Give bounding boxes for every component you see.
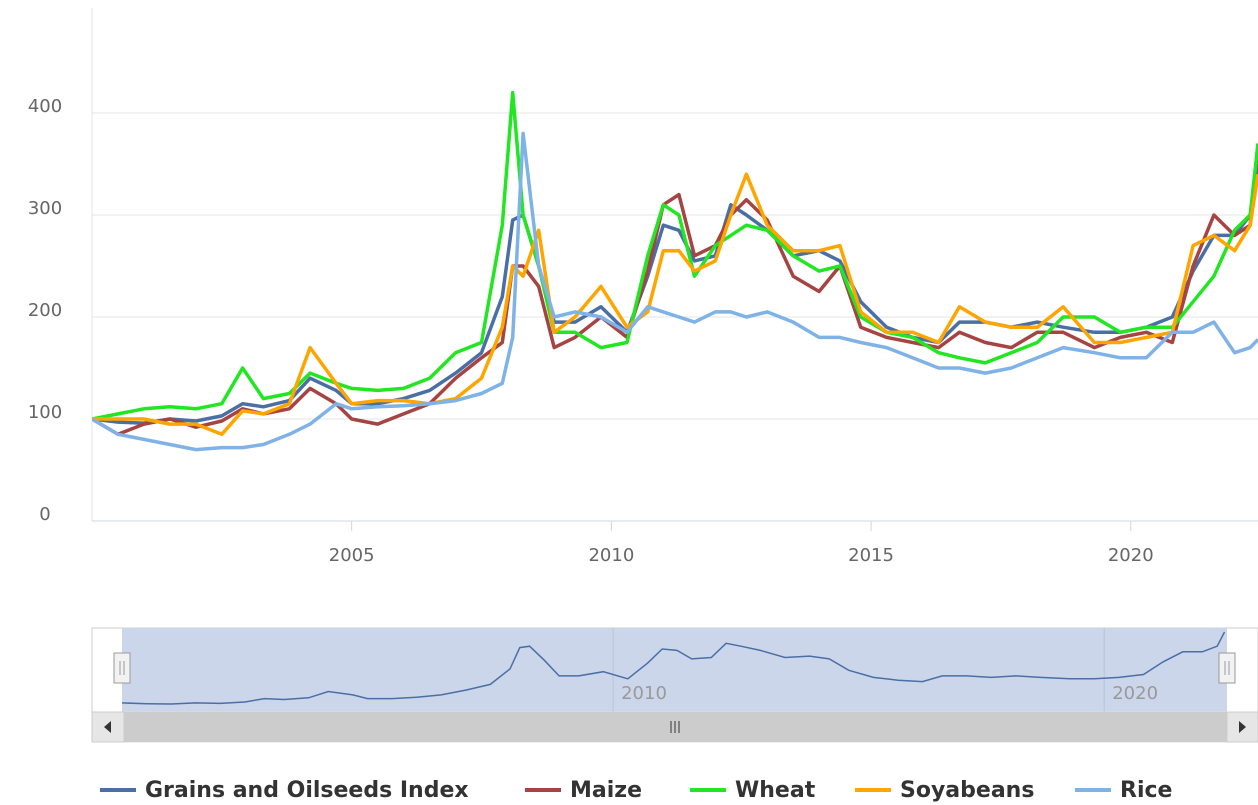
navigator-tick-label: 2010: [621, 683, 667, 704]
legend-label: Rice: [1120, 778, 1172, 803]
navigator-tick-label: 2020: [1112, 683, 1158, 704]
y-tick-label: 200: [28, 300, 62, 321]
x-tick-label: 2015: [848, 545, 894, 566]
line-series: [92, 131, 1258, 452]
y-tick-label: 400: [28, 96, 62, 117]
x-tick-label: 2005: [329, 545, 375, 566]
y-tick-label: 100: [28, 402, 62, 423]
scrollbar[interactable]: [91, 711, 1258, 743]
navigator: 2010 2020: [91, 627, 1258, 713]
line-series: [92, 172, 1258, 437]
line-series: [92, 163, 1258, 425]
y-tick-label: 300: [28, 198, 62, 219]
line-series: [92, 90, 1258, 421]
x-tick-label: 2010: [588, 545, 634, 566]
y-tick-label: 0: [39, 504, 50, 525]
x-tick-label: 2020: [1108, 545, 1154, 566]
legend: Grains and Oilseeds Index Maize Wheat Soyab…: [100, 778, 1172, 803]
arrow-right: [1239, 721, 1246, 733]
plot: [92, 90, 1258, 452]
legend-label: Maize: [570, 778, 642, 803]
legend-label: Grains and Oilseeds Index: [145, 778, 469, 803]
legend-label: Wheat: [735, 778, 816, 803]
handle-right[interactable]: [1218, 652, 1236, 684]
navigator-handles[interactable]: [113, 652, 1236, 684]
arrow-left: [104, 721, 111, 733]
navigator-line: [121, 631, 1226, 705]
grid: 0 100 200 300 400 2005 2010 2015 2020: [28, 96, 1258, 566]
legend-label: Soyabeans: [900, 778, 1034, 803]
line-series: [92, 143, 1258, 437]
handle-left[interactable]: [113, 652, 131, 684]
navigator-series: [121, 631, 1226, 705]
